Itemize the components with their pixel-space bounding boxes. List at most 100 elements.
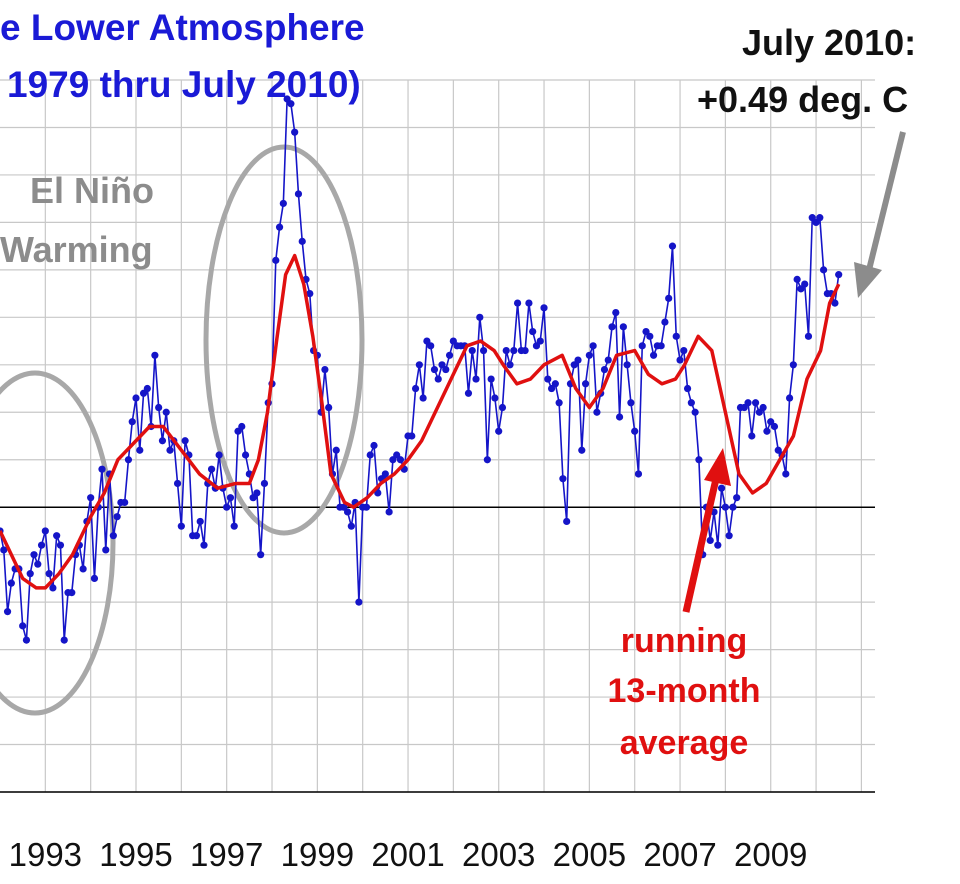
el-nino-ellipse-1992 [0,370,116,716]
monthly-data-point [491,394,499,402]
monthly-data-point [30,551,38,559]
monthly-data-point [226,494,235,502]
monthly-data-point [56,541,65,549]
monthly-data-point [128,418,136,426]
avg-label-line3: average [620,724,749,762]
monthly-data-point [714,541,722,549]
monthly-data-point [733,494,741,502]
monthly-data-point [472,375,480,383]
monthly-data-point [223,503,231,511]
monthly-data-point [476,313,484,321]
monthly-data-point [819,266,828,274]
monthly-data-point [90,574,99,583]
monthly-data-point [434,375,442,383]
monthly-data-point [668,242,677,250]
monthly-data-point [748,432,756,440]
avg-label-line2: 13-month [608,672,761,710]
monthly-data-point [638,342,646,350]
monthly-data-point [298,237,306,245]
monthly-data-point [215,451,223,459]
monthly-data-point [109,532,117,540]
monthly-data-point [3,608,12,616]
monthly-data-point [578,446,586,454]
monthly-data-point [604,356,612,364]
monthly-data-point [502,346,510,355]
monthly-data-point [207,465,216,473]
monthly-data-point [680,346,688,355]
monthly-data-point [430,365,439,374]
callout-label-line2: +0.49 deg. C [697,79,908,120]
monthly-data-point [468,346,476,355]
annotation-arrows [682,131,906,613]
monthly-data-point [695,456,703,464]
monthly-data-point [238,422,246,431]
monthly-data-point [113,513,121,521]
monthly-data-point [253,489,261,497]
monthly-data-point [510,346,518,355]
monthly-data-point [442,365,450,374]
monthly-data-point [173,479,182,488]
monthly-data-point [464,389,473,397]
avg-label-line1: running [621,622,748,660]
monthly-data-point [619,323,627,331]
monthly-data-point [151,351,159,359]
monthly-data-point [0,546,8,554]
monthly-data-point [563,517,571,526]
monthly-data-point [177,522,185,530]
monthly-data-point [589,342,597,350]
x-tick-label: 2009 [734,836,807,873]
monthly-data-point [785,394,794,402]
monthly-data-point [53,532,61,540]
monthly-data-point [782,470,790,478]
callout-arrow-head [854,262,882,298]
monthly-data-point [427,342,435,350]
monthly-data-point [162,408,170,416]
callout-arrow-shaft [864,131,906,279]
monthly-data-point [275,223,284,231]
monthly-data-point [355,598,363,606]
monthly-data-point [68,589,76,597]
monthly-data-point [272,256,280,264]
chart-title-line1: e Lower Atmosphere [0,7,365,48]
monthly-data-point [717,484,726,492]
monthly-data-point [804,332,813,340]
monthly-data-point [608,323,616,331]
monthly-data-point [634,470,643,478]
monthly-data-point [381,470,389,478]
el-nino-ellipse-1998 [203,144,365,536]
monthly-data-point [646,332,654,340]
monthly-data-point [585,351,593,359]
monthly-data-point [751,399,760,407]
el-nino-label-line1: El Niño [30,170,154,211]
monthly-data-point [544,375,552,383]
x-tick-label: 1999 [281,836,354,873]
monthly-data-point [521,346,529,355]
monthly-data-point [370,441,378,450]
monthly-data-point [627,399,635,407]
monthly-data-point [793,275,801,283]
monthly-data-point [408,432,416,440]
monthly-data-point [763,427,771,435]
monthly-data-point [257,551,265,559]
monthly-data-point [506,361,514,369]
monthly-data-point [294,190,303,198]
monthly-data-point [744,399,752,407]
monthly-data-point [672,332,680,340]
monthly-data-point [631,427,639,435]
monthly-data-point [445,351,454,359]
monthly-data-point [498,403,507,412]
monthly-data-point [691,408,699,416]
monthly-data-point [362,503,371,511]
monthly-data-point [200,541,208,549]
avg-arrow-shaft [682,469,722,613]
monthly-data-point [19,622,27,630]
monthly-data-point [343,508,352,516]
monthly-data-point [347,522,355,530]
monthly-data-point [260,479,269,488]
monthly-data-point [385,508,393,516]
monthly-data-point [479,346,488,355]
average-line [0,253,841,590]
monthly-data-point [551,380,559,388]
monthly-data-point [706,536,714,545]
monthly-data-point [37,541,46,549]
